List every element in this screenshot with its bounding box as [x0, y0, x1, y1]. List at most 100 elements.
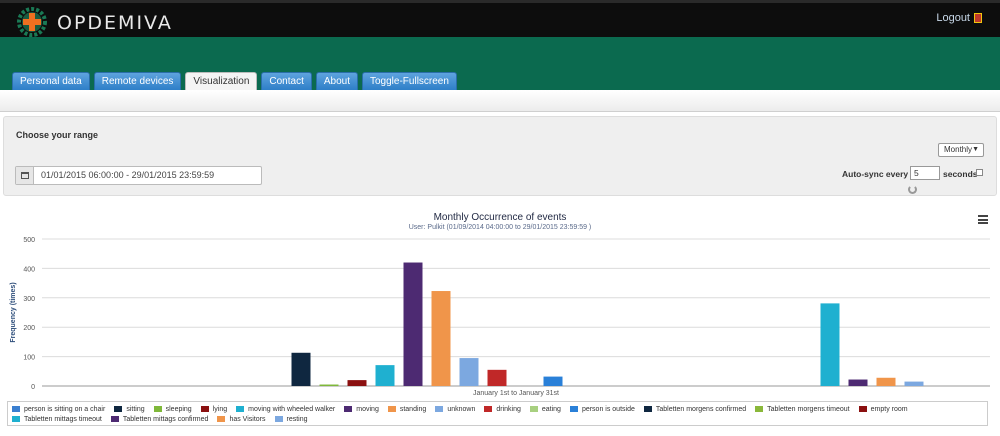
bar-unknown [459, 358, 479, 386]
autosync-checkbox[interactable] [976, 169, 983, 176]
legend-item[interactable]: has Visitors [217, 414, 266, 424]
legend-swatch [387, 406, 396, 412]
legend-label: Tabletten mittags timeout [24, 415, 102, 423]
period-select-value: Monthly [944, 145, 973, 154]
legend-item[interactable]: Tabletten morgens confirmed [643, 404, 747, 414]
legend-swatch [858, 406, 867, 412]
legend-label: has Visitors [229, 415, 266, 423]
y-tick-label: 400 [23, 266, 35, 273]
legend-swatch [110, 416, 119, 422]
legend-label: standing [399, 405, 427, 413]
logout-icon[interactable] [974, 13, 982, 23]
legend-item[interactable]: empty room [858, 404, 908, 414]
bar-tabletten-mittags-confirmed [848, 379, 868, 386]
bar-person-is-outside [543, 376, 563, 386]
legend-swatch [755, 406, 764, 412]
legend-item[interactable]: sitting [114, 404, 145, 414]
legend-item[interactable]: Tabletten morgens timeout [755, 404, 850, 414]
chart-title: Monthly Occurrence of events [433, 212, 567, 223]
tab-content-bar [0, 90, 1000, 112]
legend-swatch [12, 406, 20, 412]
y-tick-label: 100 [23, 355, 35, 362]
legend-label: eating [541, 405, 561, 413]
tab-contact[interactable]: Contact [261, 72, 312, 90]
legend-label: drinking [496, 405, 521, 413]
tab-about[interactable]: About [315, 72, 358, 90]
y-tick-label: 500 [23, 237, 35, 244]
x-axis-label: January 1st to January 31st [473, 390, 559, 397]
legend-label: person is outside [581, 405, 635, 413]
legend-swatch [274, 416, 283, 422]
period-select[interactable]: Monthly ▼ [938, 143, 984, 157]
legend-swatch [569, 406, 578, 412]
bar-tabletten-mittags-timeout [820, 303, 840, 386]
seconds-label: seconds [943, 169, 978, 179]
legend-label: Tabletten morgens confirmed [655, 405, 747, 413]
legend-item[interactable]: unknown [435, 404, 475, 414]
legend-item[interactable]: drinking [484, 404, 521, 414]
legend-swatch [344, 406, 353, 412]
brand-name: OPDEMIVA [57, 12, 173, 34]
legend-item[interactable]: Tabletten mittags timeout [12, 414, 102, 424]
top-header: OPDEMIVA Logout [0, 0, 1000, 37]
y-tick-label: 0 [31, 384, 35, 391]
logo-icon [17, 7, 47, 37]
date-range-value: 01/01/2015 06:00:00 - 29/01/2015 23:59:5… [41, 170, 215, 180]
tab-visualization[interactable]: Visualization [185, 72, 258, 90]
legend-item[interactable]: moving [344, 404, 379, 414]
chart-legend: person is sitting on a chair sitting sleep… [7, 401, 988, 426]
legend-item[interactable]: Tabletten mittags confirmed [110, 414, 208, 424]
legend-label: sitting [126, 405, 145, 413]
bar-moving-with-wheeled-walker [375, 365, 395, 386]
y-tick-label: 200 [23, 325, 35, 332]
legend-item[interactable]: standing [387, 404, 427, 414]
legend-swatch [153, 406, 162, 412]
legend-label: empty room [870, 405, 908, 413]
logout-link[interactable]: Logout [936, 12, 970, 24]
tab-personal-data[interactable]: Personal data [12, 72, 90, 90]
legend-label: Tabletten morgens timeout [767, 405, 850, 413]
legend-item[interactable]: lying [200, 404, 228, 414]
bar-lying [347, 380, 367, 386]
autosync-input[interactable]: 5 [910, 166, 940, 180]
chevron-down-icon: ▼ [972, 146, 979, 153]
range-heading: Choose your range [16, 130, 99, 140]
tab-toggle-fullscreen[interactable]: Toggle-Fullscreen [362, 72, 457, 90]
legend-item[interactable]: person is sitting on a chair [12, 404, 105, 414]
legend-label: sleeping [165, 405, 192, 413]
tab-remote-devices[interactable]: Remote devices [93, 72, 182, 90]
legend-label: person is sitting on a chair [24, 405, 106, 413]
legend-label: lying [212, 405, 228, 413]
loading-spinner-icon [908, 185, 917, 194]
bar-drinking [487, 369, 507, 386]
bar-standing [431, 291, 451, 386]
legend-swatch [643, 406, 652, 412]
bar-sitting [291, 352, 311, 386]
legend-label: unknown [447, 405, 476, 413]
bar-sleeping [319, 384, 339, 386]
chart-subtitle: User: Pulkit (01/09/2014 04:00:00 to 29/… [408, 224, 592, 231]
bar-moving [403, 262, 423, 386]
legend-item[interactable]: eating [529, 404, 561, 414]
range-panel: Choose your range 01/01/2015 06:00:00 - … [3, 116, 997, 196]
autosync-label: Auto-sync every [842, 169, 909, 179]
legend-item[interactable]: person is outside [569, 404, 635, 414]
legend-item[interactable]: resting [274, 414, 308, 424]
calendar-button[interactable] [16, 167, 34, 184]
legend-swatch [484, 406, 493, 412]
legend-swatch [200, 406, 209, 412]
y-tick-label: 300 [23, 296, 35, 303]
legend-item[interactable]: moving with wheeled walker [236, 404, 335, 414]
legend-swatch [217, 416, 226, 422]
legend-item[interactable]: sleeping [153, 404, 192, 414]
legend-swatch [12, 416, 20, 422]
date-range-input[interactable]: 01/01/2015 06:00:00 - 29/01/2015 23:59:5… [15, 166, 262, 185]
chart-menu-icon[interactable] [978, 215, 988, 224]
legend-label: resting [286, 415, 308, 423]
legend-swatch [114, 406, 123, 412]
y-axis-label: Frequency (times) [10, 282, 17, 342]
legend-swatch [435, 406, 444, 412]
legend-swatch [236, 406, 245, 412]
legend-swatch [529, 406, 538, 412]
bar-resting [904, 381, 924, 386]
